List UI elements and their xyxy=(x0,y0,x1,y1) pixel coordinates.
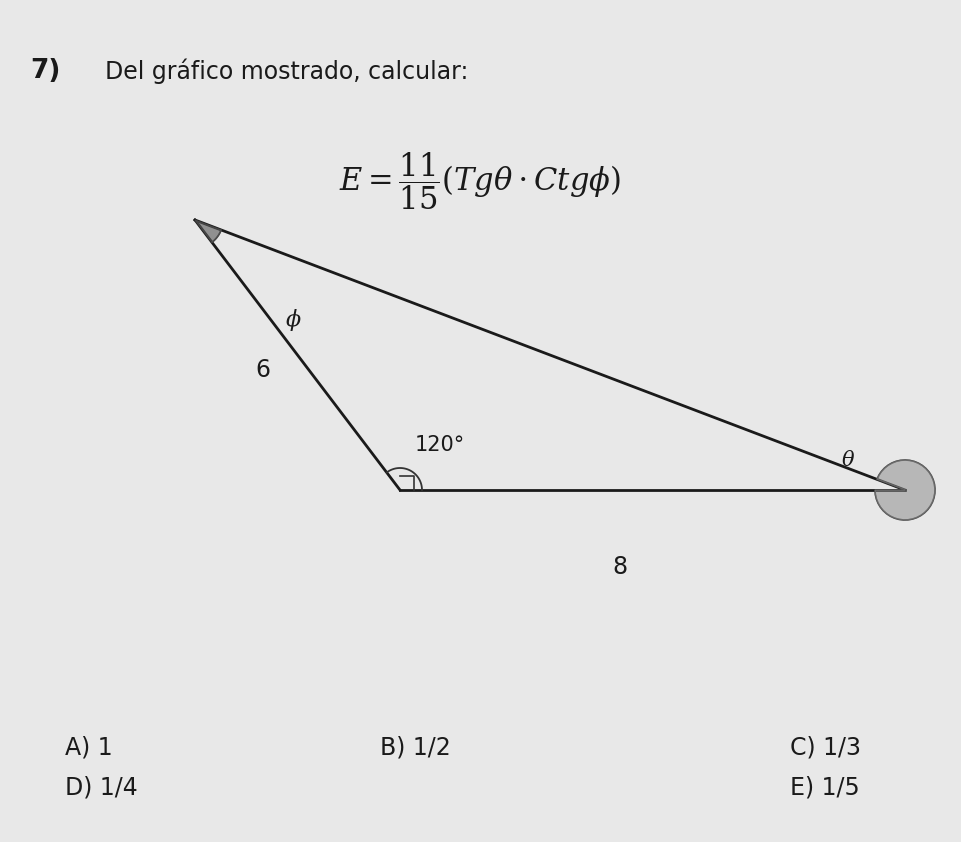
Polygon shape xyxy=(195,220,221,242)
Text: $\phi$: $\phi$ xyxy=(285,307,302,333)
Text: E) 1/5: E) 1/5 xyxy=(790,775,860,799)
Text: 7): 7) xyxy=(30,58,61,84)
Text: $E = \dfrac{11}{15}(Tg\theta \cdot Ctg\phi)$: $E = \dfrac{11}{15}(Tg\theta \cdot Ctg\p… xyxy=(339,150,621,211)
Text: $\theta$: $\theta$ xyxy=(841,450,855,470)
Text: 8: 8 xyxy=(612,555,628,579)
Text: Del gráfico mostrado, calcular:: Del gráfico mostrado, calcular: xyxy=(105,58,468,83)
Text: B) 1/2: B) 1/2 xyxy=(380,735,451,759)
Text: A) 1: A) 1 xyxy=(65,735,112,759)
Text: C) 1/3: C) 1/3 xyxy=(790,735,861,759)
Polygon shape xyxy=(875,460,935,520)
Text: D) 1/4: D) 1/4 xyxy=(65,775,137,799)
Text: 120°: 120° xyxy=(415,435,465,455)
Text: 6: 6 xyxy=(255,358,270,382)
